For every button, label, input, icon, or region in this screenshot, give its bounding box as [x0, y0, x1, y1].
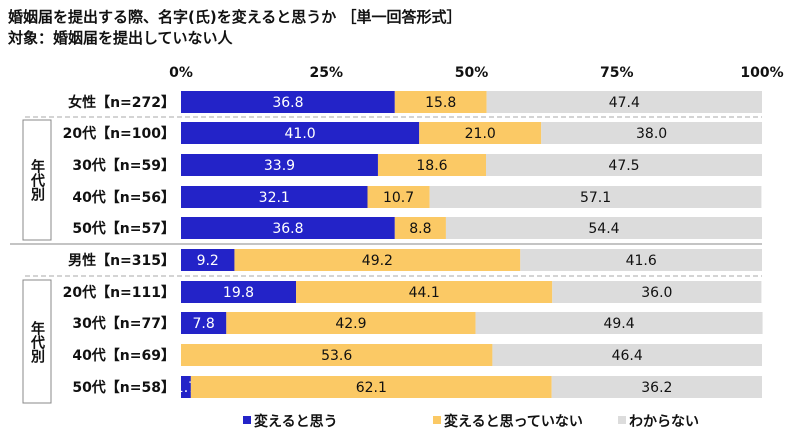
data-label: 36.0: [641, 285, 672, 301]
bar-segment: [429, 186, 762, 208]
bar-segment: [181, 186, 368, 208]
data-label: 47.5: [608, 158, 639, 174]
data-label: 57.1: [580, 190, 611, 206]
group-bracket-box: [22, 119, 52, 241]
data-label: 53.6: [321, 348, 352, 364]
data-label: 49.4: [603, 316, 634, 332]
bar-segment: [394, 91, 487, 113]
x-tick-label: 25%: [309, 65, 343, 81]
group-label-female-age: 年代別: [29, 159, 45, 201]
category-label: 30代【n=59】: [72, 157, 175, 174]
bar-segment: [367, 186, 430, 208]
category-label: 40代【n=56】: [72, 189, 175, 206]
data-label: 41.0: [285, 126, 316, 142]
legend-label: 変えると思っていない: [444, 413, 583, 430]
data-label: 32.1: [259, 190, 290, 206]
bar-segment: [181, 122, 420, 144]
category-label: 20代【n=100】: [63, 125, 175, 142]
data-label: 36.8: [272, 95, 303, 111]
bar-segment: [492, 344, 762, 366]
data-label: 42.9: [335, 316, 366, 332]
bar-segment: [181, 312, 227, 334]
bar-segment: [486, 154, 762, 176]
legend-swatch: [243, 416, 251, 424]
data-label: 44.1: [409, 285, 440, 301]
bar-segment: [296, 281, 553, 303]
bar-segment: [394, 217, 446, 239]
data-label: 38.0: [636, 126, 667, 142]
bar-segment: [541, 122, 762, 144]
legend-swatch: [433, 416, 441, 424]
category-label: 20代【n=111】: [63, 284, 175, 301]
data-label: 47.4: [609, 95, 640, 111]
bar-segment: [181, 249, 235, 271]
bar-segment: [181, 281, 297, 303]
x-tick-label: 100%: [740, 65, 783, 81]
legend-swatch: [618, 416, 626, 424]
data-label: 9.2: [197, 253, 219, 269]
chart-title: 婚姻届を提出する際、名字(氏)を変えると思うか ［単一回答形式］: [8, 8, 462, 26]
data-label: 10.7: [383, 190, 414, 206]
data-label: 18.6: [416, 158, 447, 174]
bar-segment: [181, 217, 395, 239]
bar-segment: [181, 376, 191, 398]
data-label: 36.8: [272, 221, 303, 237]
bar-segment: [181, 91, 395, 113]
bar-segment: [551, 376, 762, 398]
bar-segment: [486, 91, 762, 113]
bar-segment: [190, 376, 552, 398]
category-label: 50代【n=57】: [72, 220, 175, 237]
data-label: 41.6: [626, 253, 657, 269]
data-label: 33.9: [264, 158, 295, 174]
bar-segment: [181, 154, 378, 176]
bar-segment: [181, 344, 493, 366]
bar-segment: [520, 249, 762, 271]
data-label: 8.8: [409, 221, 431, 237]
data-label: 36.2: [641, 380, 672, 396]
data-label: 54.4: [588, 221, 619, 237]
x-tick-label: 75%: [600, 65, 634, 81]
category-label: 50代【n=58】: [72, 379, 175, 396]
group-bracket-box: [22, 279, 52, 404]
data-label: 46.4: [612, 348, 643, 364]
category-label: 30代【n=77】: [72, 315, 175, 332]
data-label: 15.8: [425, 95, 456, 111]
legend-label: わからない: [629, 414, 699, 430]
category-label: 40代【n=69】: [72, 347, 175, 364]
chart-subtitle: 対象：婚姻届を提出していない人: [8, 29, 233, 47]
x-tick-label: 0%: [169, 65, 193, 81]
data-label: 7.8: [193, 316, 215, 332]
bar-segment: [234, 249, 521, 271]
group-label-male-age: 年代別: [29, 320, 45, 363]
data-label: 21.0: [465, 126, 496, 142]
bar-segment: [475, 312, 763, 334]
bar-segment: [377, 154, 487, 176]
bar-segment: [226, 312, 476, 334]
bar-segment: [552, 281, 762, 303]
legend-label: 変えると思う: [254, 413, 338, 430]
bar-segment: [445, 217, 762, 239]
category-label: 男性【n=315】: [68, 252, 175, 269]
bar-segment: [419, 122, 542, 144]
data-label: 19.8: [223, 285, 254, 301]
data-label: 62.1: [356, 380, 387, 396]
data-label: 49.2: [362, 253, 393, 269]
category-label: 女性【n=272】: [68, 94, 175, 111]
x-tick-label: 50%: [455, 65, 489, 81]
